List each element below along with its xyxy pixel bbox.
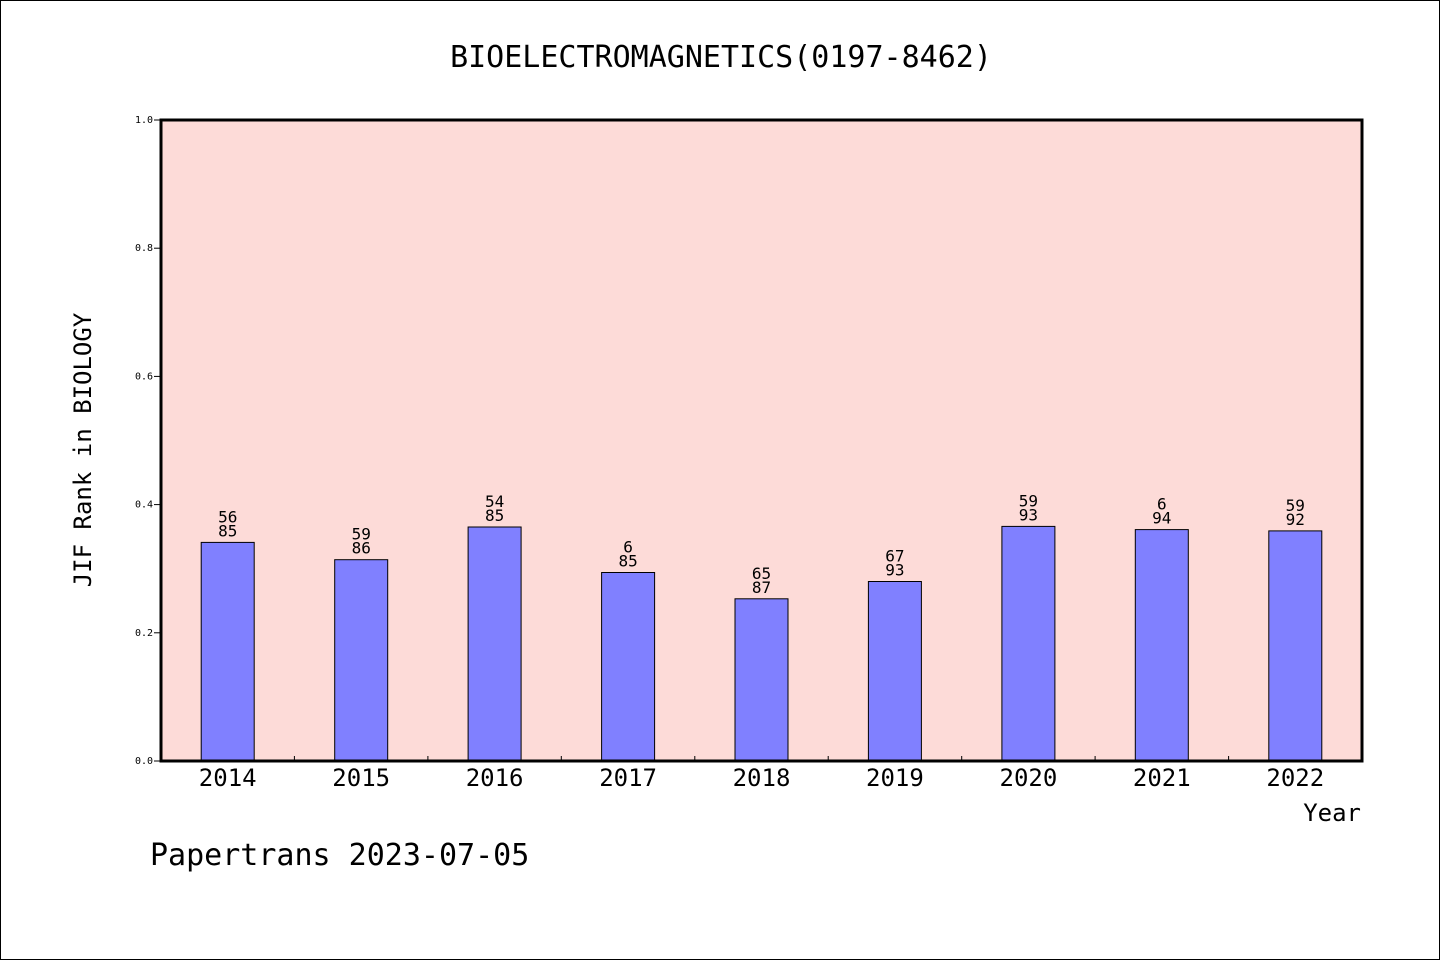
y-tick-label: 0.0 (135, 756, 153, 767)
x-tick-label-2014: 2014 (199, 764, 257, 792)
bar-2018 (734, 598, 789, 762)
x-tick-label-2022: 2022 (1266, 764, 1324, 792)
bar-2019 (867, 581, 922, 762)
chart-title: BIOELECTROMAGNETICS(0197-8462) (450, 40, 992, 75)
x-tick-label-2019: 2019 (866, 764, 924, 792)
x-axis-label: Year (1303, 799, 1361, 827)
bar-label-total-2017: 85 (618, 552, 637, 571)
y-tick-label: 1.0 (135, 115, 153, 126)
bar-label-total-2014: 85 (218, 521, 237, 540)
x-tick-label-2018: 2018 (733, 764, 791, 792)
x-tick-label-2016: 2016 (466, 764, 524, 792)
bar-2020 (1001, 525, 1056, 762)
x-tick-label-2017: 2017 (599, 764, 657, 792)
bar-2015 (334, 559, 389, 762)
x-tick-label-2015: 2015 (332, 764, 390, 792)
bar-2022 (1268, 530, 1323, 762)
bar-label-rank-2022: 59 (1286, 496, 1305, 515)
bar-label-total-2019: 93 (885, 561, 904, 580)
bar-label-rank-2016: 54 (485, 492, 504, 511)
bar-label-total-2016: 85 (485, 506, 504, 525)
y-tick-label: 0.4 (135, 500, 153, 511)
bar-label-rank-2014: 56 (218, 507, 237, 526)
bar-label-rank-2019: 67 (885, 547, 904, 566)
footer-watermark: Papertrans 2023-07-05 (150, 838, 529, 873)
bar-label-rank-2015: 59 (352, 525, 371, 544)
plot-frame (159, 118, 1364, 763)
y-axis-label: JIF Rank in BIOLOGY (69, 312, 97, 587)
y-tick-label: 0.8 (135, 243, 153, 254)
bar-label-total-2021: 94 (1152, 509, 1171, 528)
bar-label-total-2015: 86 (352, 539, 371, 558)
bar-label-rank-2021: 6 (1157, 495, 1167, 514)
bar-2021 (1134, 529, 1189, 762)
x-axis: 2014 2015 2016 2017 2018 2019 2020 2021 2022 (199, 756, 1324, 792)
bar-2017 (601, 572, 656, 762)
y-tick-label: 0.2 (135, 628, 153, 639)
x-tick-label-2020: 2020 (1000, 764, 1058, 792)
bar-label-total-2018: 87 (752, 578, 771, 597)
bar-label-rank-2020: 59 (1019, 491, 1038, 510)
x-tick-label-2021: 2021 (1133, 764, 1191, 792)
bar-label-total-2022: 92 (1286, 510, 1305, 529)
bar-2014 (200, 541, 255, 762)
bar-label-total-2020: 93 (1019, 505, 1038, 524)
bars-group (200, 525, 1323, 762)
y-tick-label: 0.6 (135, 371, 153, 382)
bar-2016 (467, 526, 522, 762)
y-axis: 0.0 0.2 0.4 0.6 0.8 1.0 (135, 115, 161, 767)
bar-label-rank-2017: 6 (623, 538, 633, 557)
bar-label-rank-2018: 65 (752, 564, 771, 583)
